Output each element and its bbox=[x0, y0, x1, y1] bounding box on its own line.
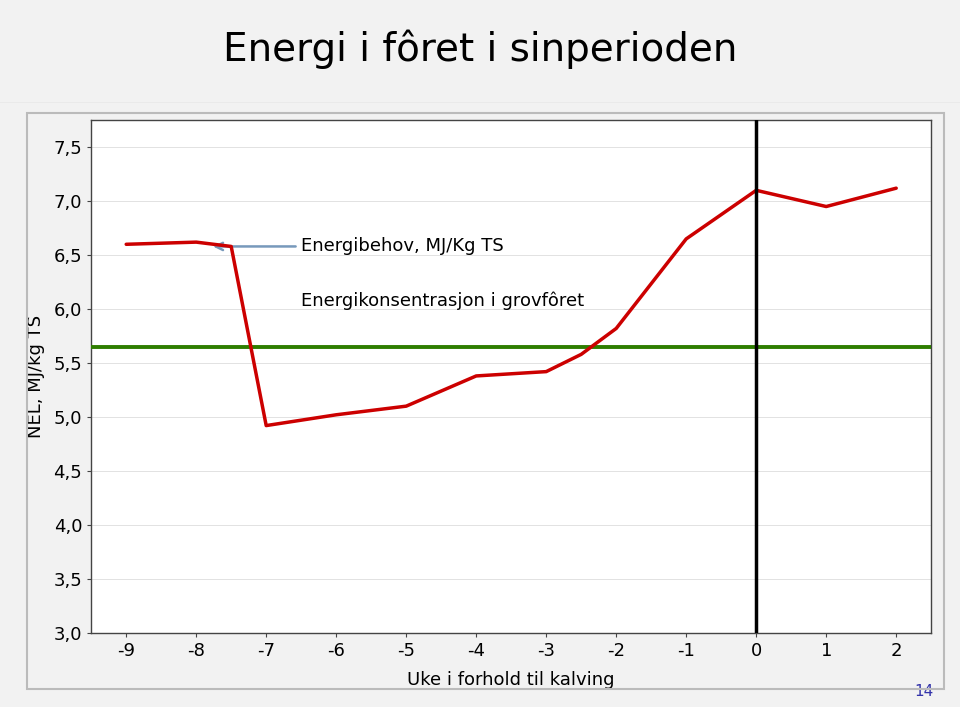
Text: Energikonsentrasjon i grovfôret: Energikonsentrasjon i grovfôret bbox=[301, 291, 585, 310]
X-axis label: Uke i forhold til kalving: Uke i forhold til kalving bbox=[407, 671, 615, 689]
Text: Energibehov, MJ/Kg TS: Energibehov, MJ/Kg TS bbox=[216, 238, 504, 255]
Text: Energi i fôret i sinperioden: Energi i fôret i sinperioden bbox=[223, 30, 737, 69]
Text: 14: 14 bbox=[914, 684, 933, 699]
Y-axis label: NEL, MJ/kg TS: NEL, MJ/kg TS bbox=[27, 315, 45, 438]
